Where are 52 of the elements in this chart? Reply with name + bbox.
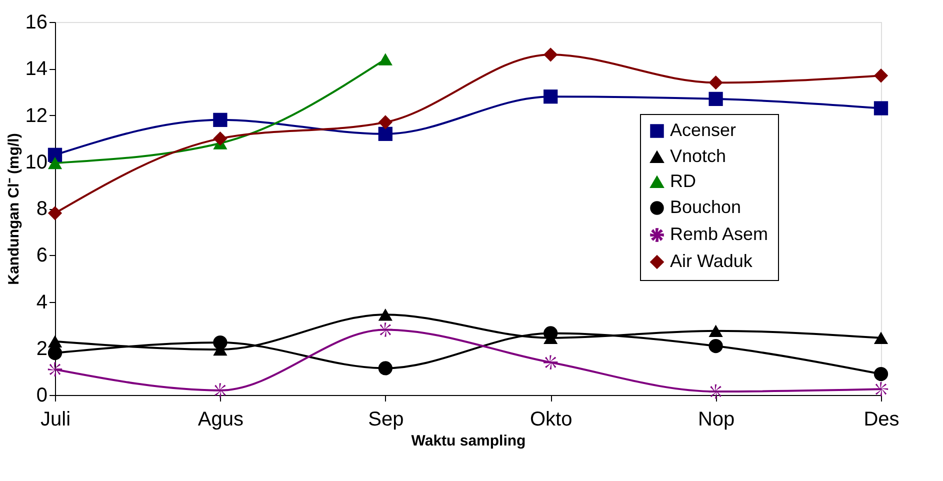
point bbox=[378, 322, 392, 337]
y-tick-label: 8 bbox=[36, 198, 48, 220]
point bbox=[874, 332, 888, 344]
point bbox=[874, 366, 888, 382]
point bbox=[48, 148, 62, 162]
point bbox=[213, 383, 228, 398]
point bbox=[378, 115, 392, 130]
point bbox=[544, 90, 558, 104]
point bbox=[213, 112, 228, 127]
point bbox=[544, 326, 558, 340]
point bbox=[378, 308, 392, 321]
point bbox=[708, 324, 723, 338]
y-tick-label: 4 bbox=[36, 291, 48, 314]
y-tick-label: 6 bbox=[36, 244, 48, 267]
legend-label: Bouchon bbox=[670, 197, 742, 217]
y-axis-title: Kandungan Cl⁻ (mg/l) bbox=[5, 133, 22, 285]
y-tick-label: 14 bbox=[25, 58, 48, 80]
point bbox=[48, 206, 62, 220]
point bbox=[378, 126, 392, 141]
y-tick-label: 16 bbox=[25, 12, 48, 34]
legend-label: Air Waduk bbox=[670, 251, 754, 271]
point bbox=[48, 362, 62, 376]
x-tick-label: Okto bbox=[530, 408, 572, 430]
x-axis-title: Waktu sampling bbox=[411, 432, 526, 450]
point bbox=[544, 48, 558, 62]
point bbox=[708, 76, 723, 90]
point bbox=[213, 335, 228, 350]
point bbox=[708, 92, 723, 106]
point bbox=[48, 156, 62, 170]
y-tick-label: 0 bbox=[36, 384, 48, 406]
point bbox=[544, 355, 558, 370]
x-tick-label: Juli bbox=[40, 408, 71, 430]
point bbox=[378, 53, 392, 66]
x-tick-label: Sep bbox=[368, 408, 404, 430]
legend-label: Remb Asem bbox=[670, 224, 768, 244]
point bbox=[708, 338, 723, 354]
legend-label: RD bbox=[670, 171, 696, 191]
y-tick-label: 2 bbox=[36, 338, 48, 360]
legend-label: Acenser bbox=[670, 120, 736, 140]
y-tick-label: 12 bbox=[25, 104, 48, 127]
x-tick-label: Agus bbox=[198, 408, 244, 430]
x-tick-label: Nop bbox=[698, 408, 735, 430]
point bbox=[213, 131, 228, 146]
point bbox=[874, 101, 888, 116]
legend-label: Vnotch bbox=[670, 146, 726, 166]
y-tick-label: 10 bbox=[25, 151, 48, 174]
point bbox=[708, 384, 723, 399]
x-tick-label: Des bbox=[864, 408, 900, 430]
point bbox=[874, 382, 888, 396]
point bbox=[874, 68, 888, 83]
point bbox=[378, 361, 392, 376]
point bbox=[48, 346, 62, 360]
